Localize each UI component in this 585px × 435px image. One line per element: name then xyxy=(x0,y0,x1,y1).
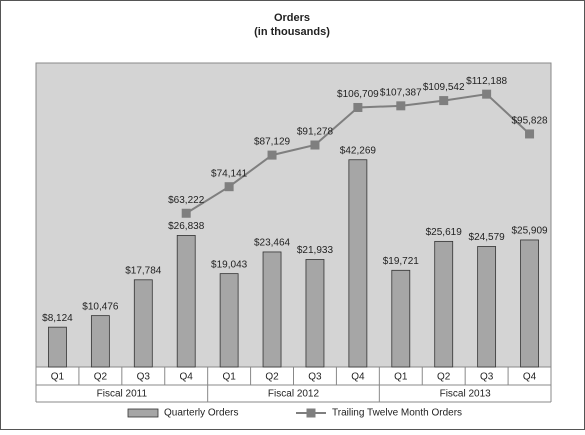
data-label: $63,222 xyxy=(168,195,205,206)
line-marker xyxy=(310,140,320,150)
x-tick-label: Q2 xyxy=(94,372,108,383)
bar xyxy=(434,240,454,368)
x-tick-label: Q4 xyxy=(351,372,365,383)
line-marker xyxy=(439,96,449,106)
data-label: $42,269 xyxy=(340,145,377,156)
line-marker xyxy=(224,182,234,192)
legend-label: Quarterly Orders xyxy=(164,408,238,419)
x-tick-label: Q1 xyxy=(394,372,408,383)
line-marker xyxy=(396,101,406,111)
line-marker xyxy=(267,150,277,160)
x-tick-label: Q2 xyxy=(437,372,451,383)
x-tick-label: Q3 xyxy=(480,372,494,383)
x-tick-label: Q4 xyxy=(523,372,537,383)
data-label: $106,709 xyxy=(337,89,379,100)
group-label: Fiscal 2012 xyxy=(268,389,320,400)
plot-area xyxy=(35,62,552,368)
data-label: $107,387 xyxy=(380,87,422,98)
bar xyxy=(391,269,411,368)
x-tick-label: Q3 xyxy=(308,372,322,383)
data-label: $91,278 xyxy=(297,127,334,138)
data-label: $74,141 xyxy=(211,168,248,179)
line-marker xyxy=(353,102,363,112)
bar xyxy=(48,326,67,368)
data-label: $21,933 xyxy=(297,245,334,256)
bar xyxy=(520,239,539,368)
data-label: $19,043 xyxy=(211,259,248,270)
data-label: $87,129 xyxy=(254,137,291,148)
data-label: $10,476 xyxy=(82,301,119,312)
legend-marker xyxy=(306,408,316,418)
line-marker xyxy=(482,89,492,99)
chart-title: Orders xyxy=(274,12,310,24)
x-tick-label: Q3 xyxy=(137,372,151,383)
data-label: $19,721 xyxy=(383,256,420,267)
bar xyxy=(262,251,282,368)
bar xyxy=(176,235,196,368)
x-tick-label: Q2 xyxy=(265,372,279,383)
data-label: $112,188 xyxy=(466,76,507,87)
group-label: Fiscal 2011 xyxy=(97,389,148,400)
legend-label: Trailing Twelve Month Orders xyxy=(332,408,462,419)
data-label: $8,124 xyxy=(42,313,73,324)
legend-swatch xyxy=(127,408,159,418)
data-label: $95,828 xyxy=(511,116,548,127)
x-tick-label: Q4 xyxy=(180,372,194,383)
line-marker xyxy=(525,129,535,139)
data-label: $17,784 xyxy=(125,265,162,276)
bar xyxy=(219,273,239,368)
bar xyxy=(305,259,325,368)
bar xyxy=(348,159,368,368)
bar xyxy=(477,246,497,368)
line-marker xyxy=(181,208,191,218)
data-label: $25,909 xyxy=(511,226,548,237)
data-label: $23,464 xyxy=(254,238,291,249)
data-label: $25,619 xyxy=(426,227,463,238)
chart-subtitle: (in thousands) xyxy=(254,26,330,38)
x-tick-label: Q1 xyxy=(51,372,65,383)
data-label: $24,579 xyxy=(469,232,506,243)
group-label: Fiscal 2013 xyxy=(440,389,492,400)
bar xyxy=(133,279,153,368)
data-label: $26,838 xyxy=(168,221,205,232)
bar xyxy=(90,315,110,368)
data-label: $109,542 xyxy=(423,82,465,93)
x-tick-label: Q1 xyxy=(222,372,236,383)
